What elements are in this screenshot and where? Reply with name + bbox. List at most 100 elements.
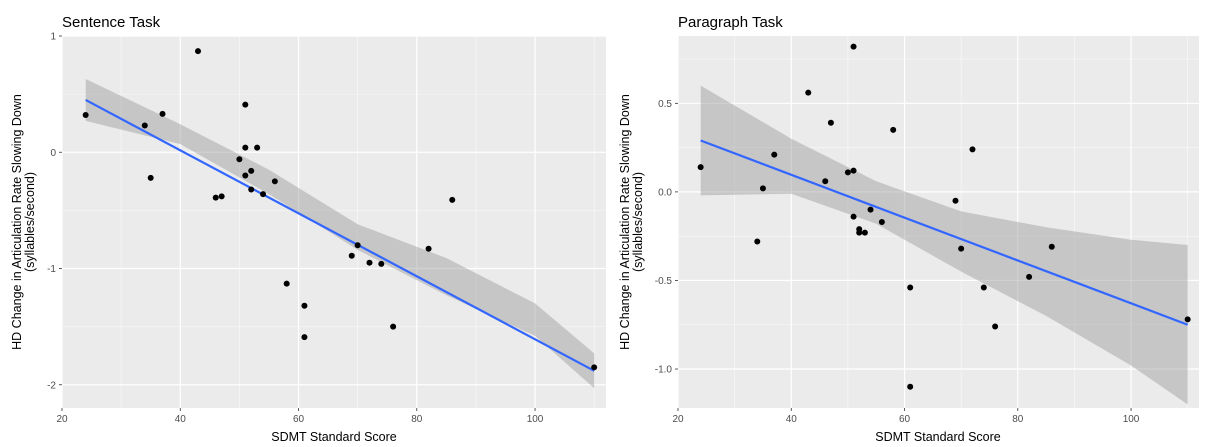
- data-point: [390, 323, 397, 330]
- confidence-band-area: [85, 79, 595, 389]
- y-tick-label: 1: [50, 32, 56, 43]
- data-points: [697, 43, 1191, 390]
- data-point: [242, 101, 249, 108]
- data-point: [771, 151, 778, 158]
- data-point: [907, 284, 914, 291]
- data-point: [425, 245, 432, 252]
- y-axis-label-line-1: HD Change in Articulation Rate Slowing D…: [618, 94, 632, 350]
- data-point: [1184, 316, 1191, 323]
- data-point: [697, 164, 704, 171]
- data-point: [861, 229, 868, 236]
- data-point: [992, 323, 999, 330]
- chart-title: Paragraph Task: [678, 14, 783, 31]
- data-point: [147, 174, 154, 181]
- confidence-band-area: [700, 85, 1188, 405]
- data-point: [850, 167, 857, 174]
- data-point: [159, 110, 166, 117]
- data-point: [591, 364, 598, 371]
- y-tick-labels: -2 -1 0 1: [47, 32, 62, 391]
- data-point: [958, 245, 965, 252]
- paragraph-task-panel: Paragraph Task 20 40 60 80 100 -1.0 -0.5 0.0 0.…: [618, 14, 1199, 444]
- x-tick-label: 60: [293, 414, 305, 425]
- data-point: [969, 146, 976, 153]
- x-tick-label: 100: [1123, 414, 1140, 425]
- x-axis-label: SDMT Standard Score: [875, 430, 1001, 444]
- y-tick-label: 0.5: [658, 99, 672, 110]
- fit-line: [85, 98, 595, 372]
- data-point: [236, 156, 243, 163]
- x-tick-labels: 20 40 60 80 100: [56, 408, 544, 425]
- confidence-band: [85, 79, 595, 389]
- x-tick-label: 80: [411, 414, 423, 425]
- data-point: [195, 48, 201, 55]
- regression-line: [700, 139, 1189, 326]
- data-point: [952, 197, 959, 204]
- y-tick-label: 0: [50, 148, 56, 159]
- data-point: [805, 89, 812, 96]
- y-tick-label: -1: [47, 264, 56, 275]
- data-point: [254, 144, 261, 151]
- sentence-task-panel: Sentence Task 20 40 60 80 100 -2 -1 0 1 SDMT St…: [10, 14, 606, 444]
- y-tick-label: -1.0: [655, 365, 673, 376]
- x-axis-label: SDMT Standard Score: [271, 430, 397, 444]
- data-point: [248, 167, 255, 174]
- grid: [61, 35, 606, 408]
- data-point: [141, 122, 148, 129]
- y-axis-label-line-1: HD Change in Articulation Rate Slowing D…: [10, 94, 24, 350]
- data-point: [759, 185, 766, 192]
- confidence-band: [700, 85, 1188, 405]
- data-point: [850, 43, 857, 50]
- data-point: [754, 238, 761, 245]
- data-point: [242, 144, 249, 151]
- x-tick-label: 100: [527, 414, 544, 425]
- y-axis-label-line-2: (syllables/second): [23, 172, 37, 272]
- x-tick-labels: 20 40 60 80 100: [672, 408, 1140, 425]
- x-tick-label: 80: [1012, 414, 1024, 425]
- x-tick-label: 60: [899, 414, 911, 425]
- x-tick-label: 20: [672, 414, 684, 425]
- data-point: [878, 219, 885, 225]
- y-tick-labels: -1.0 -0.5 0.0 0.5: [655, 99, 678, 376]
- data-point: [301, 302, 308, 309]
- data-point: [850, 213, 857, 220]
- data-point: [449, 196, 456, 203]
- data-point: [366, 259, 373, 266]
- data-point: [1026, 273, 1033, 280]
- data-points: [82, 48, 598, 371]
- data-point: [827, 119, 834, 126]
- data-point: [248, 186, 255, 193]
- data-point: [1048, 243, 1055, 250]
- data-point: [271, 178, 278, 185]
- data-point: [378, 260, 385, 267]
- data-point: [82, 112, 89, 119]
- y-tick-label: -2: [47, 380, 56, 391]
- data-point: [242, 172, 249, 179]
- data-point: [822, 178, 829, 185]
- data-point: [260, 191, 267, 198]
- y-axis-label-line-2: (syllables/second): [631, 172, 645, 272]
- data-point: [354, 242, 361, 249]
- data-point: [348, 252, 355, 259]
- x-tick-label: 40: [786, 414, 798, 425]
- data-point: [212, 194, 219, 201]
- y-tick-label: -0.5: [655, 276, 673, 287]
- y-tick-label: 0.0: [658, 187, 672, 198]
- data-point: [856, 226, 863, 233]
- data-point: [890, 126, 897, 133]
- data-point: [218, 193, 225, 200]
- data-point: [907, 383, 914, 390]
- x-tick-label: 40: [175, 414, 187, 425]
- x-tick-label: 20: [56, 414, 68, 425]
- data-point: [980, 284, 987, 291]
- data-point: [283, 280, 290, 287]
- data-point: [844, 169, 851, 176]
- chart-title: Sentence Task: [62, 14, 161, 31]
- fit-line: [700, 139, 1189, 326]
- data-point: [301, 334, 308, 341]
- data-point: [867, 206, 874, 213]
- plot-background: [678, 36, 1199, 408]
- regression-line: [85, 98, 595, 372]
- plot-background: [62, 36, 606, 408]
